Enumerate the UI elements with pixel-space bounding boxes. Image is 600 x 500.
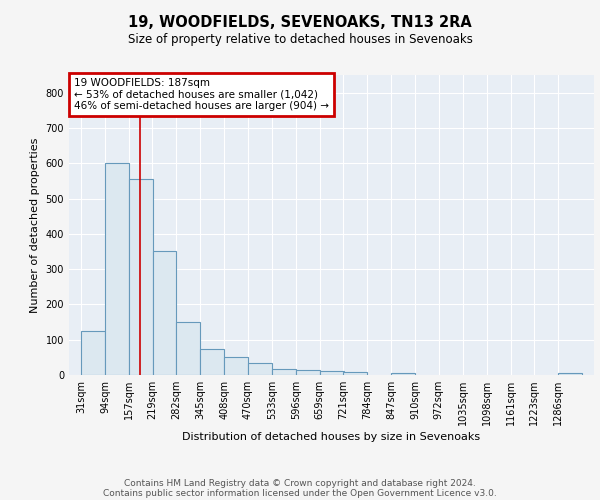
Bar — [105, 163, 129, 375]
Bar — [558, 373, 582, 375]
Text: 19, WOODFIELDS, SEVENOAKS, TN13 2RA: 19, WOODFIELDS, SEVENOAKS, TN13 2RA — [128, 15, 472, 30]
X-axis label: Distribution of detached houses by size in Sevenoaks: Distribution of detached houses by size … — [182, 432, 481, 442]
Bar — [391, 373, 415, 375]
Bar — [248, 362, 272, 375]
Bar — [296, 370, 320, 375]
Bar — [343, 372, 367, 375]
Bar — [224, 358, 248, 375]
Text: Contains public sector information licensed under the Open Government Licence v3: Contains public sector information licen… — [103, 488, 497, 498]
Y-axis label: Number of detached properties: Number of detached properties — [30, 138, 40, 312]
Bar — [320, 372, 344, 375]
Text: 19 WOODFIELDS: 187sqm
← 53% of detached houses are smaller (1,042)
46% of semi-d: 19 WOODFIELDS: 187sqm ← 53% of detached … — [74, 78, 329, 111]
Bar — [81, 331, 105, 375]
Text: Size of property relative to detached houses in Sevenoaks: Size of property relative to detached ho… — [128, 32, 472, 46]
Bar — [200, 348, 224, 375]
Bar — [152, 252, 176, 375]
Bar — [176, 322, 200, 375]
Bar — [272, 368, 296, 375]
Text: Contains HM Land Registry data © Crown copyright and database right 2024.: Contains HM Land Registry data © Crown c… — [124, 478, 476, 488]
Bar — [129, 179, 153, 375]
